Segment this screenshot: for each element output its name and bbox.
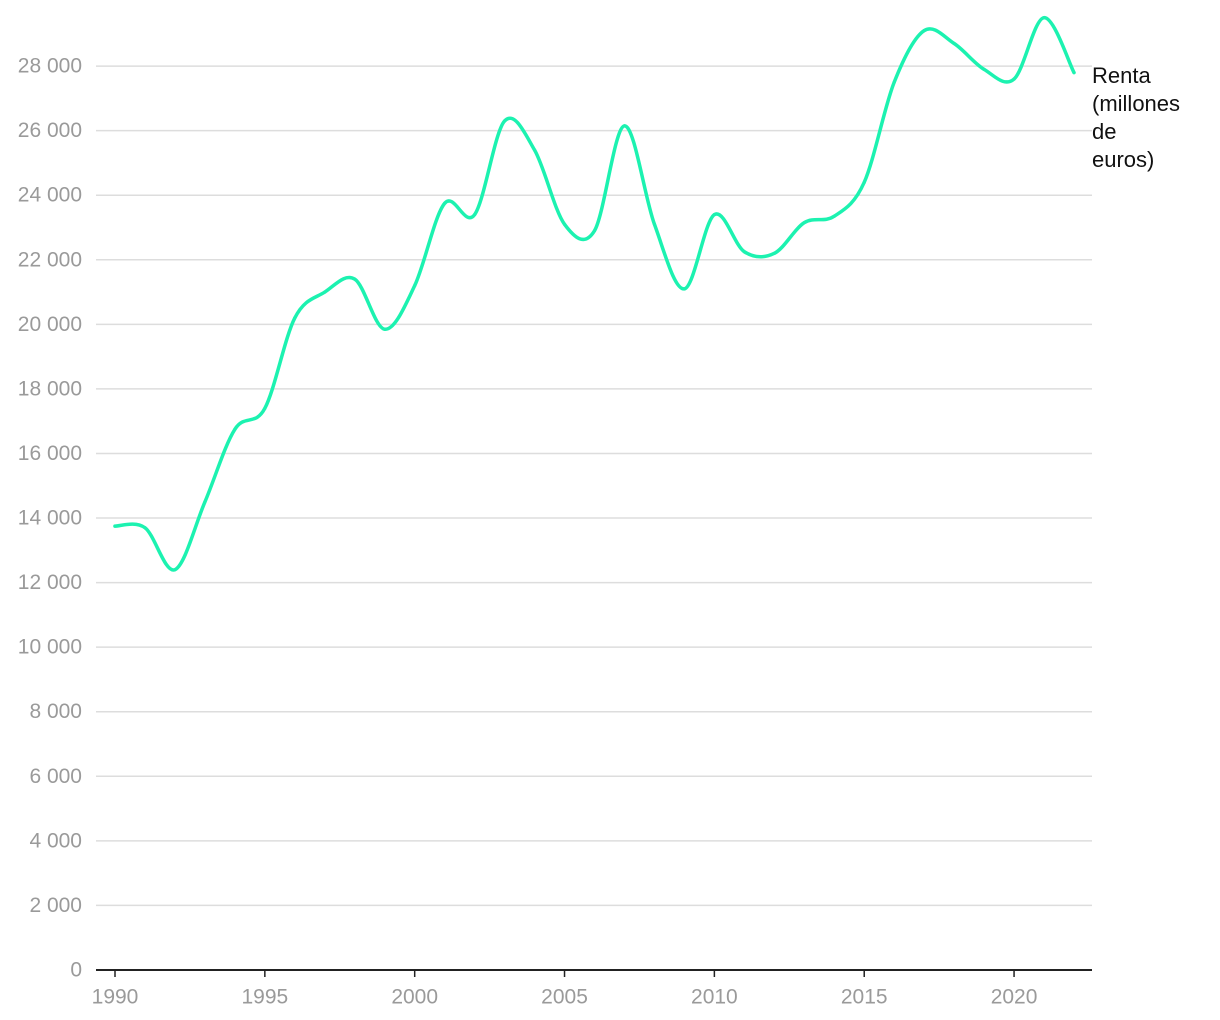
data-point	[143, 526, 147, 530]
y-tick-label: 28 000	[18, 55, 82, 78]
x-tick-label: 2000	[391, 986, 438, 1009]
data-point	[263, 406, 267, 410]
x-tick-label: 2020	[991, 986, 1038, 1009]
x-tick-label: 2005	[541, 986, 588, 1009]
data-point	[922, 28, 926, 33]
data-point	[682, 287, 687, 291]
y-tick-label: 24 000	[18, 184, 82, 207]
x-tick-label: 1995	[241, 986, 288, 1009]
data-point	[413, 284, 417, 288]
series-layer	[113, 15, 1076, 572]
gridlines	[96, 65, 1092, 907]
data-point	[473, 213, 477, 217]
y-tick-label: 10 000	[18, 636, 82, 659]
data-point	[742, 250, 746, 254]
data-point	[1042, 16, 1046, 20]
data-point	[502, 119, 507, 123]
y-tick-label: 2 000	[29, 894, 82, 917]
data-point	[712, 213, 716, 217]
y-tick-label: 26 000	[18, 119, 82, 142]
y-tick-label: 8 000	[29, 700, 82, 723]
series-labels: Renta (millones de euros)	[1092, 63, 1180, 172]
y-tick-label: 22 000	[18, 248, 82, 271]
data-point	[652, 222, 657, 226]
x-tick-label: 2015	[841, 986, 888, 1009]
data-point	[233, 427, 237, 431]
data-point	[982, 67, 986, 71]
y-tick-label: 6 000	[29, 765, 82, 788]
data-point	[383, 327, 387, 331]
y-tick-label: 4 000	[29, 829, 82, 852]
data-point	[862, 180, 866, 184]
data-point	[443, 201, 447, 205]
series-label-line: Renta	[1092, 63, 1151, 88]
series-label-line: (millones	[1092, 91, 1180, 116]
y-tick-label: 18 000	[18, 377, 82, 400]
x-tick-label: 2010	[691, 986, 738, 1009]
data-point	[952, 41, 956, 46]
y-tick-label: 14 000	[18, 507, 82, 530]
data-point	[562, 222, 567, 226]
data-point	[173, 568, 177, 572]
data-point	[592, 229, 597, 233]
data-point	[293, 316, 297, 320]
y-tick-label: 0	[70, 959, 82, 982]
data-point	[113, 524, 117, 528]
y-tick-label: 16 000	[18, 442, 82, 465]
data-point	[1072, 70, 1076, 75]
data-point	[532, 148, 537, 152]
y-axis-ticks: 0 2 000 4 000 6 000 8 000 10 000 12 000 14 000 1…	[18, 55, 82, 982]
series-label-line: euros)	[1092, 147, 1154, 172]
data-point	[323, 290, 327, 294]
data-point	[1012, 77, 1016, 81]
data-point	[353, 277, 357, 281]
data-point	[203, 500, 207, 504]
x-axis-ticks: 1990 1995 2000 2005 2010 2015 2020	[92, 970, 1038, 1009]
data-point	[832, 214, 836, 218]
series-label-line: de	[1092, 119, 1116, 144]
x-tick-label: 1990	[92, 986, 139, 1009]
data-point	[802, 221, 806, 225]
data-point	[772, 251, 776, 255]
data-point	[622, 124, 627, 128]
y-tick-label: 20 000	[18, 313, 82, 336]
series-line	[113, 15, 1076, 572]
y-tick-label: 12 000	[18, 571, 82, 594]
data-point	[892, 80, 896, 84]
